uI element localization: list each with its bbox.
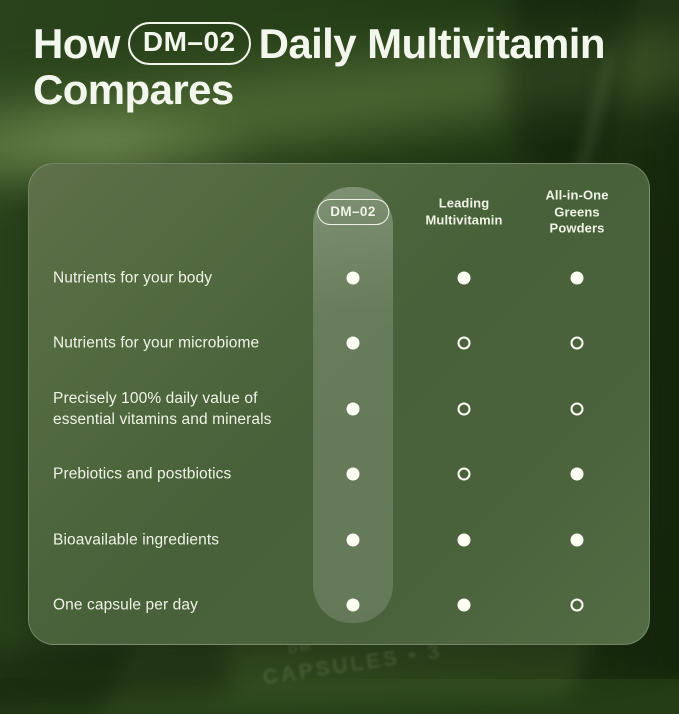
page-title: How DM–02 Daily Multivitamin Compares [33,21,605,113]
dot-leading [457,402,471,416]
column-header-greens: All-in-One Greens Powders [545,187,609,236]
comparison-card: DM–02 Leading Multivitamin All-in-One Gr… [28,163,650,645]
column-header-dm02: DM–02 [317,199,389,225]
dot-greens [570,467,584,481]
dot-leading [457,598,471,612]
dot-dm02 [346,598,360,612]
title-prefix: How [33,20,120,67]
row-label: Precisely 100% daily value of essential … [53,389,272,428]
dot-leading [457,533,471,547]
title-line-1: How DM–02 Daily Multivitamin [33,21,605,67]
row-label: Nutrients for your body [53,269,213,287]
dot-greens [570,271,584,285]
dot-dm02 [346,271,360,285]
dm02-column-badge: DM–02 [317,199,389,225]
row-label: Prebiotics and postbiotics [53,465,232,483]
jar-label-fragment: CAPSULES • 3 [261,639,444,690]
title-line-2: Compares [33,67,605,113]
row-label: One capsule per day [53,596,198,614]
dot-greens [570,402,584,416]
column-header-leading: Leading Multivitamin [425,195,503,228]
title-line2-text: Compares [33,66,234,113]
dot-dm02 [346,467,360,481]
dm02-title-badge: DM–02 [127,21,251,65]
dot-dm02 [346,336,360,350]
dot-leading [457,271,471,285]
dot-dm02 [346,402,360,416]
dot-greens [570,533,584,547]
row-label: Bioavailable ingredients [53,531,220,549]
dot-dm02 [346,533,360,547]
row-label: Nutrients for your microbiome [53,334,260,352]
jar-body-shadow [0,636,232,714]
dot-leading [457,336,471,350]
dot-greens [570,336,584,350]
dot-greens [570,598,584,612]
title-rest: Daily Multivitamin [258,20,606,67]
dot-leading [457,467,471,481]
